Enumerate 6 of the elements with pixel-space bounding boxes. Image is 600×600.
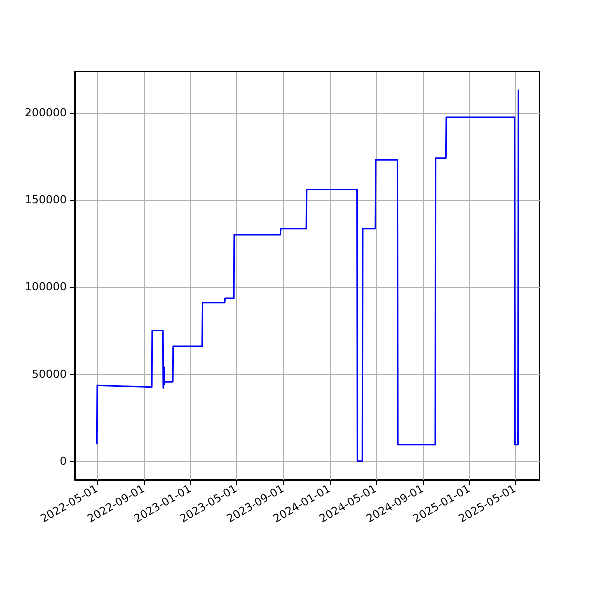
y-tick-label: 150000 [25,194,67,207]
y-tick-label: 50000 [32,368,67,381]
line-series [96,90,520,462]
y-tick-label: 100000 [25,280,67,294]
y-tick-label: 200000 [25,106,67,120]
y-tick-label: 0 [60,454,67,468]
